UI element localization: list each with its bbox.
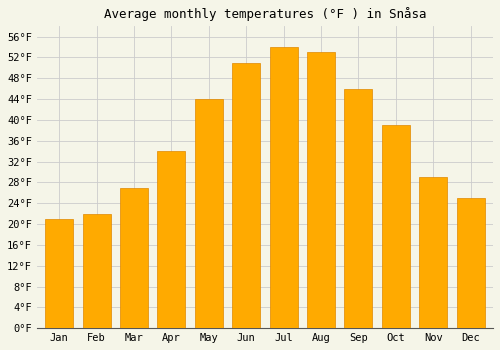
Bar [382,125,410,328]
Bar [82,214,110,328]
Bar [456,198,484,328]
Bar [158,151,186,328]
Bar [419,177,447,328]
Bar [45,219,74,328]
Bar [344,89,372,328]
Bar [232,63,260,328]
Bar [195,99,223,328]
Bar [120,188,148,328]
Bar [270,47,297,328]
Bar [307,52,335,328]
Title: Average monthly temperatures (°F ) in Snåsa: Average monthly temperatures (°F ) in Sn… [104,7,426,21]
